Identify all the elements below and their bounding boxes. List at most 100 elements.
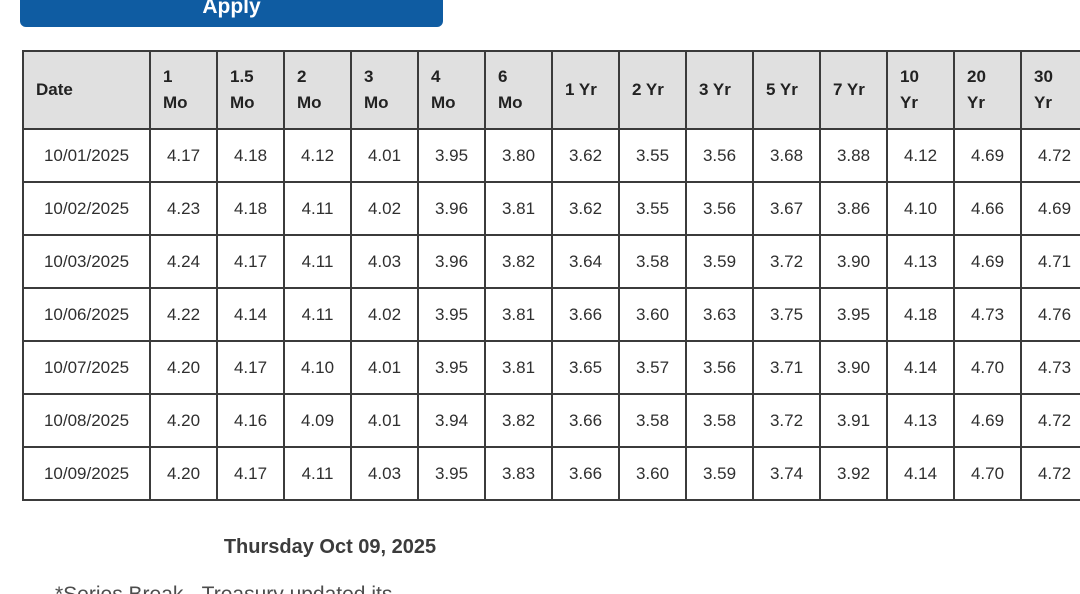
rate-cell: 3.81 bbox=[484, 181, 553, 236]
rate-cell: 3.81 bbox=[484, 340, 553, 395]
rate-cell: 4.20 bbox=[149, 340, 218, 395]
rate-cell: 3.66 bbox=[551, 393, 620, 448]
rate-cell: 3.55 bbox=[618, 181, 687, 236]
rate-cell: 3.56 bbox=[685, 128, 754, 183]
rate-cell: 3.58 bbox=[618, 234, 687, 289]
column-header: 1 Yr bbox=[551, 50, 620, 130]
rate-cell: 3.88 bbox=[819, 128, 888, 183]
series-break-note: *Series Break - Treasury updated its bbox=[55, 583, 392, 594]
rate-cell: 3.86 bbox=[819, 181, 888, 236]
rate-cell: 3.74 bbox=[752, 446, 821, 501]
column-header: 5 Yr bbox=[752, 50, 821, 130]
rate-cell: 4.02 bbox=[350, 181, 419, 236]
column-header: 1 Mo bbox=[149, 50, 218, 130]
rate-cell: 4.24 bbox=[149, 234, 218, 289]
rate-cell: 3.68 bbox=[752, 128, 821, 183]
table-row: 10/02/2025 4.23 4.18 4.11 4.02 3.96 3.81 3.62 3.… bbox=[22, 181, 1080, 236]
rate-cell: 4.14 bbox=[886, 340, 955, 395]
date-cell: 10/08/2025 bbox=[22, 393, 151, 448]
rate-cell: 4.66 bbox=[953, 181, 1022, 236]
rate-cell: 4.18 bbox=[886, 287, 955, 342]
table-row: 10/06/2025 4.22 4.14 4.11 4.02 3.95 3.81 3.66 3.… bbox=[22, 287, 1080, 342]
rate-cell: 4.10 bbox=[283, 340, 352, 395]
rate-cell: 4.13 bbox=[886, 234, 955, 289]
column-header: 3 Mo bbox=[350, 50, 419, 130]
rate-cell: 4.73 bbox=[953, 287, 1022, 342]
table-row: 10/03/2025 4.24 4.17 4.11 4.03 3.96 3.82 3.64 3.… bbox=[22, 234, 1080, 289]
table-row: 10/08/2025 4.20 4.16 4.09 4.01 3.94 3.82 3.66 3.… bbox=[22, 393, 1080, 448]
rate-cell: 4.22 bbox=[149, 287, 218, 342]
rate-cell: 4.76 bbox=[1020, 287, 1080, 342]
rate-cell: 4.03 bbox=[350, 234, 419, 289]
rate-cell: 4.11 bbox=[283, 234, 352, 289]
rate-cell: 4.69 bbox=[953, 234, 1022, 289]
rate-cell: 4.17 bbox=[216, 446, 285, 501]
rate-cell: 4.11 bbox=[283, 181, 352, 236]
column-header: Date bbox=[22, 50, 151, 130]
column-header: 1.5 Mo bbox=[216, 50, 285, 130]
rate-cell: 4.72 bbox=[1020, 393, 1080, 448]
rate-cell: 3.90 bbox=[819, 234, 888, 289]
rate-cell: 3.56 bbox=[685, 181, 754, 236]
column-header: 2 Mo bbox=[283, 50, 352, 130]
rate-cell: 4.23 bbox=[149, 181, 218, 236]
rate-cell: 4.20 bbox=[149, 393, 218, 448]
current-date-label: Thursday Oct 09, 2025 bbox=[223, 536, 437, 558]
rate-cell: 3.82 bbox=[484, 393, 553, 448]
column-header: 7 Yr bbox=[819, 50, 888, 130]
table-row: 10/09/2025 4.20 4.17 4.11 4.03 3.95 3.83 3.66 3.… bbox=[22, 446, 1080, 501]
table-row: 10/01/2025 4.17 4.18 4.12 4.01 3.95 3.80 3.62 3.… bbox=[22, 128, 1080, 183]
rate-cell: 3.96 bbox=[417, 181, 486, 236]
column-header: 2 Yr bbox=[618, 50, 687, 130]
rate-cell: 3.63 bbox=[685, 287, 754, 342]
rate-cell: 3.60 bbox=[618, 287, 687, 342]
rate-cell: 4.18 bbox=[216, 128, 285, 183]
rate-cell: 3.59 bbox=[685, 446, 754, 501]
rate-cell: 3.80 bbox=[484, 128, 553, 183]
rate-cell: 3.60 bbox=[618, 446, 687, 501]
rate-cell: 4.11 bbox=[283, 287, 352, 342]
rates-table-container: Date 1 Mo 1.5 Mo 2 Mo 3 Mo 4 Mo 6 Mo 1 Yr 2 Yr 3 … bbox=[22, 50, 1080, 504]
column-header: 10 Yr bbox=[886, 50, 955, 130]
rate-cell: 3.59 bbox=[685, 234, 754, 289]
rate-cell: 4.11 bbox=[283, 446, 352, 501]
rate-cell: 3.95 bbox=[417, 128, 486, 183]
date-cell: 10/06/2025 bbox=[22, 287, 151, 342]
rate-cell: 4.70 bbox=[953, 340, 1022, 395]
rate-cell: 3.94 bbox=[417, 393, 486, 448]
rate-cell: 3.66 bbox=[551, 287, 620, 342]
rate-cell: 3.95 bbox=[417, 287, 486, 342]
rate-cell: 4.17 bbox=[216, 234, 285, 289]
rate-cell: 4.12 bbox=[283, 128, 352, 183]
date-cell: 10/07/2025 bbox=[22, 340, 151, 395]
rate-cell: 3.82 bbox=[484, 234, 553, 289]
rate-cell: 4.02 bbox=[350, 287, 419, 342]
rate-cell: 4.12 bbox=[886, 128, 955, 183]
rate-cell: 4.71 bbox=[1020, 234, 1080, 289]
rate-cell: 4.16 bbox=[216, 393, 285, 448]
rate-cell: 4.72 bbox=[1020, 446, 1080, 501]
apply-button[interactable]: Apply bbox=[20, 0, 443, 27]
column-header: 20 Yr bbox=[953, 50, 1022, 130]
rate-cell: 4.03 bbox=[350, 446, 419, 501]
rates-table: Date 1 Mo 1.5 Mo 2 Mo 3 Mo 4 Mo 6 Mo 1 Yr 2 Yr 3 … bbox=[22, 50, 1080, 501]
column-header: 4 Mo bbox=[417, 50, 486, 130]
column-header: 3 Yr bbox=[685, 50, 754, 130]
rate-cell: 4.18 bbox=[216, 181, 285, 236]
rate-cell: 4.14 bbox=[216, 287, 285, 342]
rate-cell: 4.69 bbox=[1020, 181, 1080, 236]
rate-cell: 4.10 bbox=[886, 181, 955, 236]
date-cell: 10/02/2025 bbox=[22, 181, 151, 236]
rate-cell: 4.17 bbox=[149, 128, 218, 183]
rate-cell: 3.62 bbox=[551, 128, 620, 183]
rate-cell: 3.91 bbox=[819, 393, 888, 448]
rate-cell: 3.95 bbox=[417, 340, 486, 395]
rate-cell: 3.58 bbox=[618, 393, 687, 448]
rate-cell: 3.95 bbox=[819, 287, 888, 342]
rate-cell: 4.01 bbox=[350, 340, 419, 395]
table-body: 10/01/2025 4.17 4.18 4.12 4.01 3.95 3.80 3.62 3.… bbox=[22, 128, 1080, 501]
table-header-row: Date 1 Mo 1.5 Mo 2 Mo 3 Mo 4 Mo 6 Mo 1 Yr 2 Yr 3 … bbox=[22, 50, 1080, 130]
table-row: 10/07/2025 4.20 4.17 4.10 4.01 3.95 3.81 3.65 3.… bbox=[22, 340, 1080, 395]
rate-cell: 3.92 bbox=[819, 446, 888, 501]
rate-cell: 3.64 bbox=[551, 234, 620, 289]
